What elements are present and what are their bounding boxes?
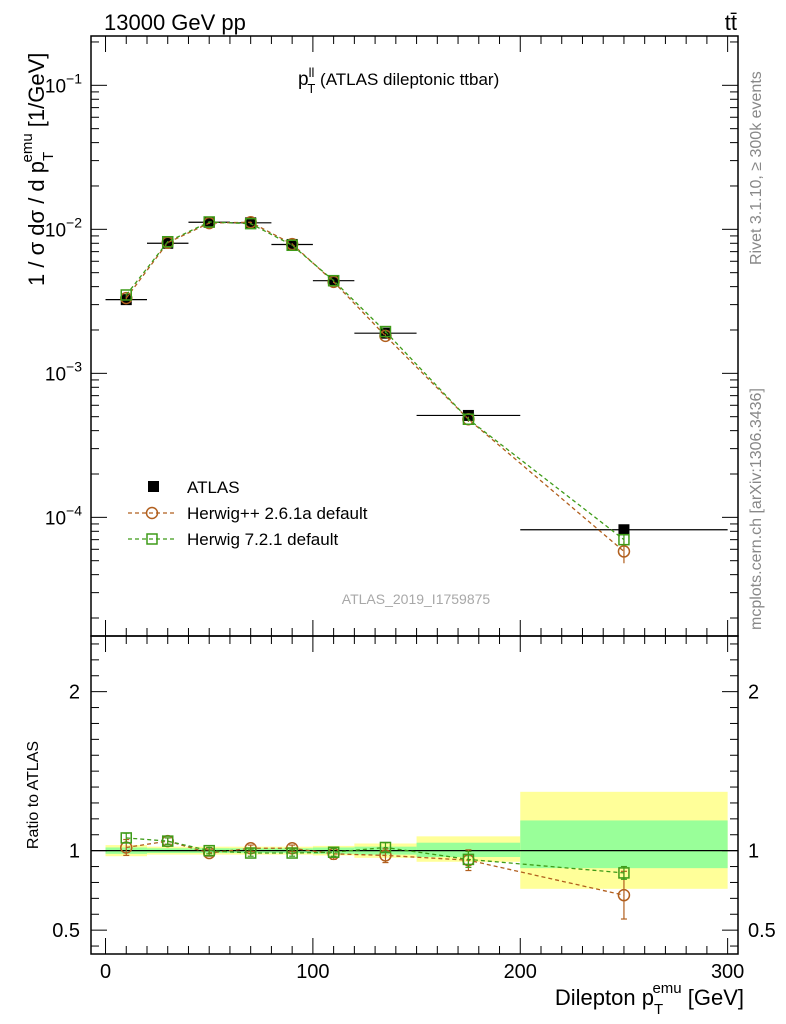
series-line-1 xyxy=(125,221,625,552)
plot-title: pll T (ATLAS dileptonic ttbar) xyxy=(298,65,499,96)
ratio-ytick-label-right: 1 xyxy=(748,841,759,863)
ratio-point-herwig7 xyxy=(327,846,340,858)
main-series-group xyxy=(105,215,728,564)
legend-marker-herwigpp xyxy=(145,506,159,520)
legend: ATLAS Herwig++ 2.6.1a default Herwig 7.2… xyxy=(128,478,368,549)
main-ytick-label: 10−3 xyxy=(45,358,82,385)
energy-label: 13000 GeV pp xyxy=(104,10,246,35)
xlabel-superscript: emu xyxy=(652,980,681,997)
plot-title-superscript: ll xyxy=(309,65,315,80)
ratio-point-herwig7 xyxy=(203,844,215,857)
ratio-point-herwig7 xyxy=(286,847,298,859)
data-point-atlas xyxy=(462,409,474,421)
plot-title-subscript: T xyxy=(307,81,315,96)
ratio-xtick-label: 100 xyxy=(296,961,329,983)
ratio-bands xyxy=(105,791,728,889)
xlabel-subscript: T xyxy=(654,1001,663,1018)
data-point-herwig7 xyxy=(203,216,215,228)
legend-marker-atlas xyxy=(148,481,159,492)
ratio-point-herwig7 xyxy=(161,835,174,847)
mcplots-label: mcplots.cern.ch [arXiv:1306.3436] xyxy=(748,388,765,630)
ratio-xtick-label: 200 xyxy=(504,961,537,983)
data-point-herwig7 xyxy=(462,413,475,425)
ratio-band-inner xyxy=(520,820,728,869)
main-axis-ticks: 10−1 10−2 10−3 10−4 xyxy=(45,36,738,636)
data-point-herwig7 xyxy=(244,217,257,230)
data-point-herwig7 xyxy=(161,235,174,248)
data-point-herwig7 xyxy=(120,289,133,301)
ratio-xtick-label: 0 xyxy=(100,961,111,983)
ratio-ytick-label-left: 1 xyxy=(69,841,80,863)
data-point-herwig7 xyxy=(286,239,298,252)
series-line-2 xyxy=(125,221,625,541)
ratio-ylabel: Ratio to ATLAS xyxy=(25,741,42,849)
ratio-point-herwig7 xyxy=(618,867,630,879)
ratio-xlabel: Dilepton pTemu [GeV] xyxy=(555,980,744,1018)
main-ytick-label: 10−2 xyxy=(45,214,82,241)
plot-title-text: (ATLAS dileptonic ttbar) xyxy=(315,70,499,89)
main-ytick-label: 10−4 xyxy=(45,502,82,529)
ratio-point-herwig7 xyxy=(120,832,133,844)
process-label: tt̄ xyxy=(725,10,737,35)
ratio-panel: 0.5 0.5 1 1 2 2 0 100 200 300 Ratio to ATLAS Dile… xyxy=(25,635,776,1018)
ratio-xtick-label: 300 xyxy=(711,961,744,983)
ratio-frame xyxy=(90,635,739,955)
xlabel-unit: [GeV] xyxy=(682,985,744,1010)
ratio-point-herwigpp xyxy=(617,888,631,902)
xlabel-main: Dilepton p xyxy=(555,985,654,1010)
legend-label-herwigpp: Herwig++ 2.6.1a default xyxy=(187,504,368,523)
legend-label-herwig7: Herwig 7.2.1 default xyxy=(187,530,338,549)
ratio-ytick-label-left: 0.5 xyxy=(52,920,80,942)
legend-marker-herwig7 xyxy=(146,533,158,545)
plot-title-symbol: p xyxy=(298,69,309,90)
ratio-ytick-label-left: 2 xyxy=(69,682,80,704)
analysis-id: ATLAS_2019_I1759875 xyxy=(342,591,491,607)
ratio-point-herwig7 xyxy=(462,853,475,866)
main-ytick-label: 10−1 xyxy=(45,70,82,97)
ratio-axis-ticks: 0.5 0.5 1 1 2 2 0 100 200 300 xyxy=(52,636,776,983)
legend-label-atlas: ATLAS xyxy=(187,478,240,497)
data-point-atlas xyxy=(618,524,630,536)
data-point-herwig7 xyxy=(618,533,630,546)
ratio-line-1 xyxy=(126,837,625,874)
data-point-herwig7 xyxy=(379,325,392,338)
ratio-ytick-label-right: 2 xyxy=(748,682,759,704)
ratio-point-herwig7 xyxy=(379,841,392,854)
ratio-point-herwig7 xyxy=(244,847,257,859)
data-point-herwigpp xyxy=(617,545,631,558)
rivet-version-label: Rivet 3.1.10, ≥ 300k events xyxy=(748,71,765,265)
data-point-herwig7 xyxy=(327,274,340,287)
main-panel: 10−1 10−2 10−3 10−4 pll T (ATLAS dileptonic … xyxy=(19,35,739,637)
ratio-series-group xyxy=(120,832,631,920)
ratio-ytick-label-right: 0.5 xyxy=(748,920,776,942)
